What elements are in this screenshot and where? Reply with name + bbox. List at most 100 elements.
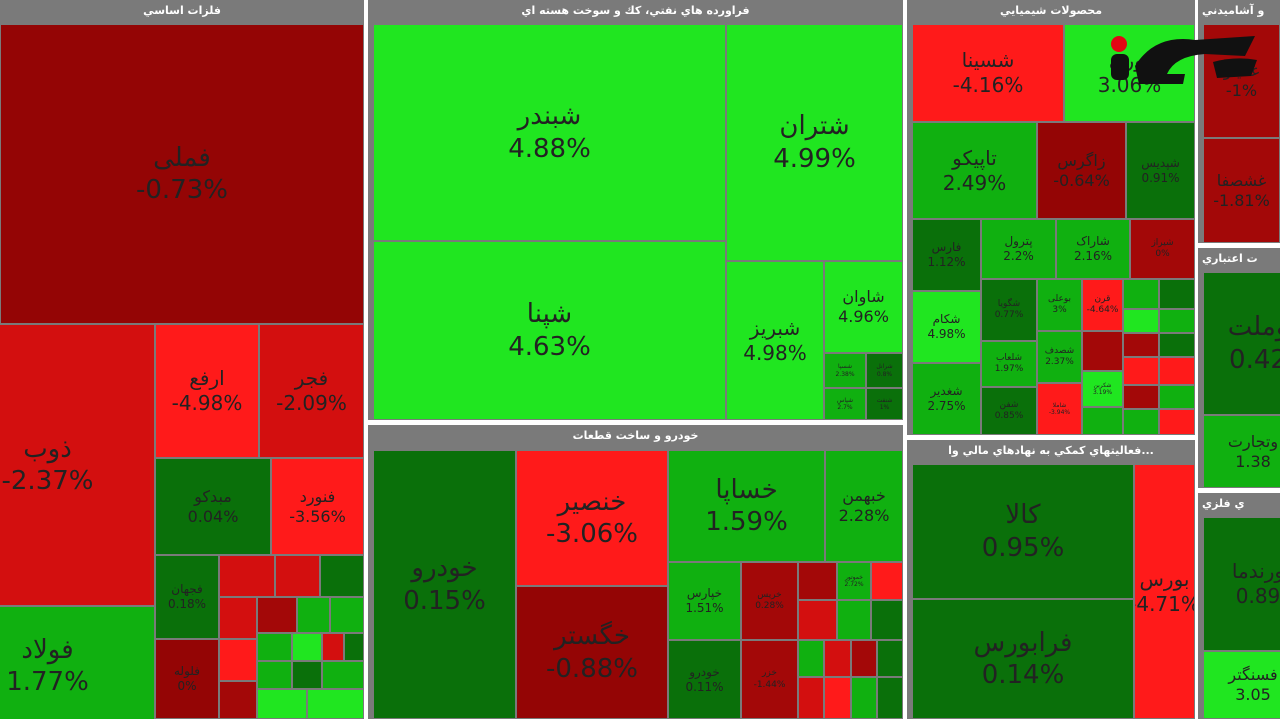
tile-small[interactable] <box>292 661 322 689</box>
tile-zagros[interactable]: زاگرس -0.64% <box>1037 122 1126 219</box>
tile-shabriz[interactable]: شبریز 4.98% <box>726 261 824 420</box>
tile-small[interactable] <box>1123 409 1159 435</box>
tile-small[interactable] <box>322 661 364 689</box>
tile-khodro-2[interactable]: خودرو 0.11% <box>668 640 741 719</box>
tile-khansir[interactable]: خنصیر -3.06% <box>516 450 668 586</box>
tile-small[interactable] <box>344 633 364 661</box>
tile-bourse[interactable]: بورس -4.71% <box>1134 464 1195 719</box>
tile-small[interactable] <box>1123 357 1159 385</box>
tile-shiraz[interactable]: شیراز 0% <box>1130 219 1195 279</box>
tile-small[interactable] <box>824 677 851 719</box>
tile-fasangtar[interactable]: فسنگتر 3.05 <box>1203 651 1280 719</box>
tile-fajr[interactable]: فجر -2.09% <box>259 324 364 458</box>
tile-farabourse[interactable]: فرابورس 0.14% <box>912 599 1134 719</box>
tile-bouali[interactable]: بوعلی 3% <box>1037 279 1082 331</box>
tile-shamla[interactable]: شاملا -3.94% <box>1037 383 1082 435</box>
tile-shepdis[interactable]: شپدیس 0.91% <box>1126 122 1195 219</box>
tile-small[interactable] <box>322 633 344 661</box>
tile-vatejarat[interactable]: وتجارت 1.38 <box>1203 415 1280 488</box>
tile-fanurd[interactable]: فنورد -3.56% <box>271 458 364 555</box>
tile-khpars[interactable]: خپارس 1.51% <box>668 562 741 640</box>
tile-shegoya[interactable]: شگویا 0.77% <box>981 279 1037 341</box>
tile-small[interactable] <box>837 600 871 640</box>
tile-small[interactable] <box>292 633 322 661</box>
tile-ghshsafa[interactable]: غشصفا -1.81% <box>1203 138 1280 243</box>
tile-shekarbon[interactable]: شکربن 3.19% <box>1082 371 1123 407</box>
tile-small[interactable] <box>1082 331 1123 371</box>
tile-small[interactable] <box>1123 279 1159 309</box>
tile-fars[interactable]: فارس 1.12% <box>912 219 981 291</box>
tile-small[interactable] <box>257 661 292 689</box>
tile-kala[interactable]: کالا 0.95% <box>912 464 1134 599</box>
tile-shasina[interactable]: شسينا -4.16% <box>912 24 1064 122</box>
tile-zob[interactable]: ذوب -2.37% <box>0 324 155 606</box>
tile-shefan[interactable]: شفن 0.85% <box>981 387 1037 435</box>
tile-small[interactable] <box>824 640 851 677</box>
tile-small[interactable] <box>330 597 364 633</box>
tile-small[interactable] <box>877 677 903 719</box>
tile-shavan[interactable]: شاوان 4.96% <box>824 261 903 353</box>
tile-small[interactable] <box>1159 385 1195 409</box>
tile-petrol[interactable]: پترول 2.2% <box>981 219 1056 279</box>
tile-small[interactable] <box>1123 309 1159 333</box>
tile-sharak[interactable]: شاراک 2.16% <box>1056 219 1130 279</box>
tile-shepas[interactable]: شپاس 2.7% <box>824 388 866 420</box>
tile-fajahan[interactable]: فجهان 0.18% <box>155 555 219 639</box>
tile-small[interactable] <box>1159 357 1195 385</box>
tile-khsapa[interactable]: خساپا 1.59% <box>668 450 825 562</box>
tile-vamellat[interactable]: وملت 0.42 <box>1203 272 1280 415</box>
tile-kharis[interactable]: خریس 0.28% <box>741 562 798 640</box>
tile-shetran[interactable]: شتران 4.99% <box>726 24 903 261</box>
tile-small[interactable] <box>257 633 292 661</box>
tile-falule[interactable]: فلوله 0% <box>155 639 219 719</box>
tile-small[interactable] <box>1123 385 1159 409</box>
tile-shabandar[interactable]: شبندر 4.88% <box>373 24 726 241</box>
tile-shenaft[interactable]: شنفت 1% <box>866 388 903 420</box>
tile-gharn[interactable]: قرن -4.64% <box>1082 279 1123 331</box>
tile-shelab[interactable]: شلعاب 1.97% <box>981 341 1037 387</box>
tile-mobdco[interactable]: مبدكو 0.04% <box>155 458 271 555</box>
tile-khodro[interactable]: خودرو 0.15% <box>373 450 516 719</box>
tile-khmotor[interactable]: خموتور 2.72% <box>837 562 871 600</box>
tile-change: 2.75% <box>927 399 966 413</box>
tile-small[interactable] <box>219 681 257 719</box>
tile-small[interactable] <box>257 597 297 633</box>
tile-small[interactable] <box>307 689 364 719</box>
tile-small[interactable] <box>1159 309 1195 333</box>
tile-small[interactable] <box>297 597 330 633</box>
tile-small[interactable] <box>798 562 837 600</box>
tile-arfa[interactable]: ارفع -4.98% <box>155 324 259 458</box>
tile-small[interactable] <box>275 555 320 597</box>
tile-foolad[interactable]: فولاد 1.77% <box>0 606 155 719</box>
tile-small[interactable] <box>1159 333 1195 357</box>
tile-small[interactable] <box>798 677 824 719</box>
tile-fameli[interactable]: فملی -0.73% <box>0 24 364 324</box>
tile-shaspa[interactable]: شسپا 2.38% <box>824 353 866 388</box>
tile-small[interactable] <box>219 639 257 681</box>
tile-small[interactable] <box>871 600 903 640</box>
tile-small[interactable] <box>1159 409 1195 435</box>
tile-shaghadir[interactable]: شغدیر 2.75% <box>912 363 981 435</box>
tile-small[interactable] <box>257 689 307 719</box>
tile-small[interactable] <box>871 562 903 600</box>
tile-small[interactable] <box>1123 333 1159 357</box>
tile-shesadaf[interactable]: شصدف 2.37% <box>1037 331 1082 383</box>
tile-small[interactable] <box>219 555 275 597</box>
tile-small[interactable] <box>877 640 903 677</box>
tile-small[interactable] <box>851 677 877 719</box>
tile-shepna[interactable]: شپنا 4.63% <box>373 241 726 420</box>
tile-small[interactable] <box>320 555 364 597</box>
tile-varandma[interactable]: ورندما 0.89 <box>1203 517 1280 651</box>
tile-small[interactable] <box>798 600 837 640</box>
tile-small[interactable] <box>798 640 824 677</box>
tile-small[interactable] <box>1159 279 1195 309</box>
tile-small[interactable] <box>219 597 257 639</box>
tile-small[interactable] <box>1082 407 1123 435</box>
tile-sharanel[interactable]: شرانل 0.8% <box>866 353 903 388</box>
tile-khazar[interactable]: خزر -1.44% <box>741 640 798 719</box>
tile-shekam[interactable]: شکام 4.98% <box>912 291 981 363</box>
tile-tapiko[interactable]: تاپیکو 2.49% <box>912 122 1037 219</box>
tile-khgostar[interactable]: خگستر -0.88% <box>516 586 668 719</box>
tile-small[interactable] <box>851 640 877 677</box>
tile-khbahman[interactable]: خبهمن 2.28% <box>825 450 903 562</box>
